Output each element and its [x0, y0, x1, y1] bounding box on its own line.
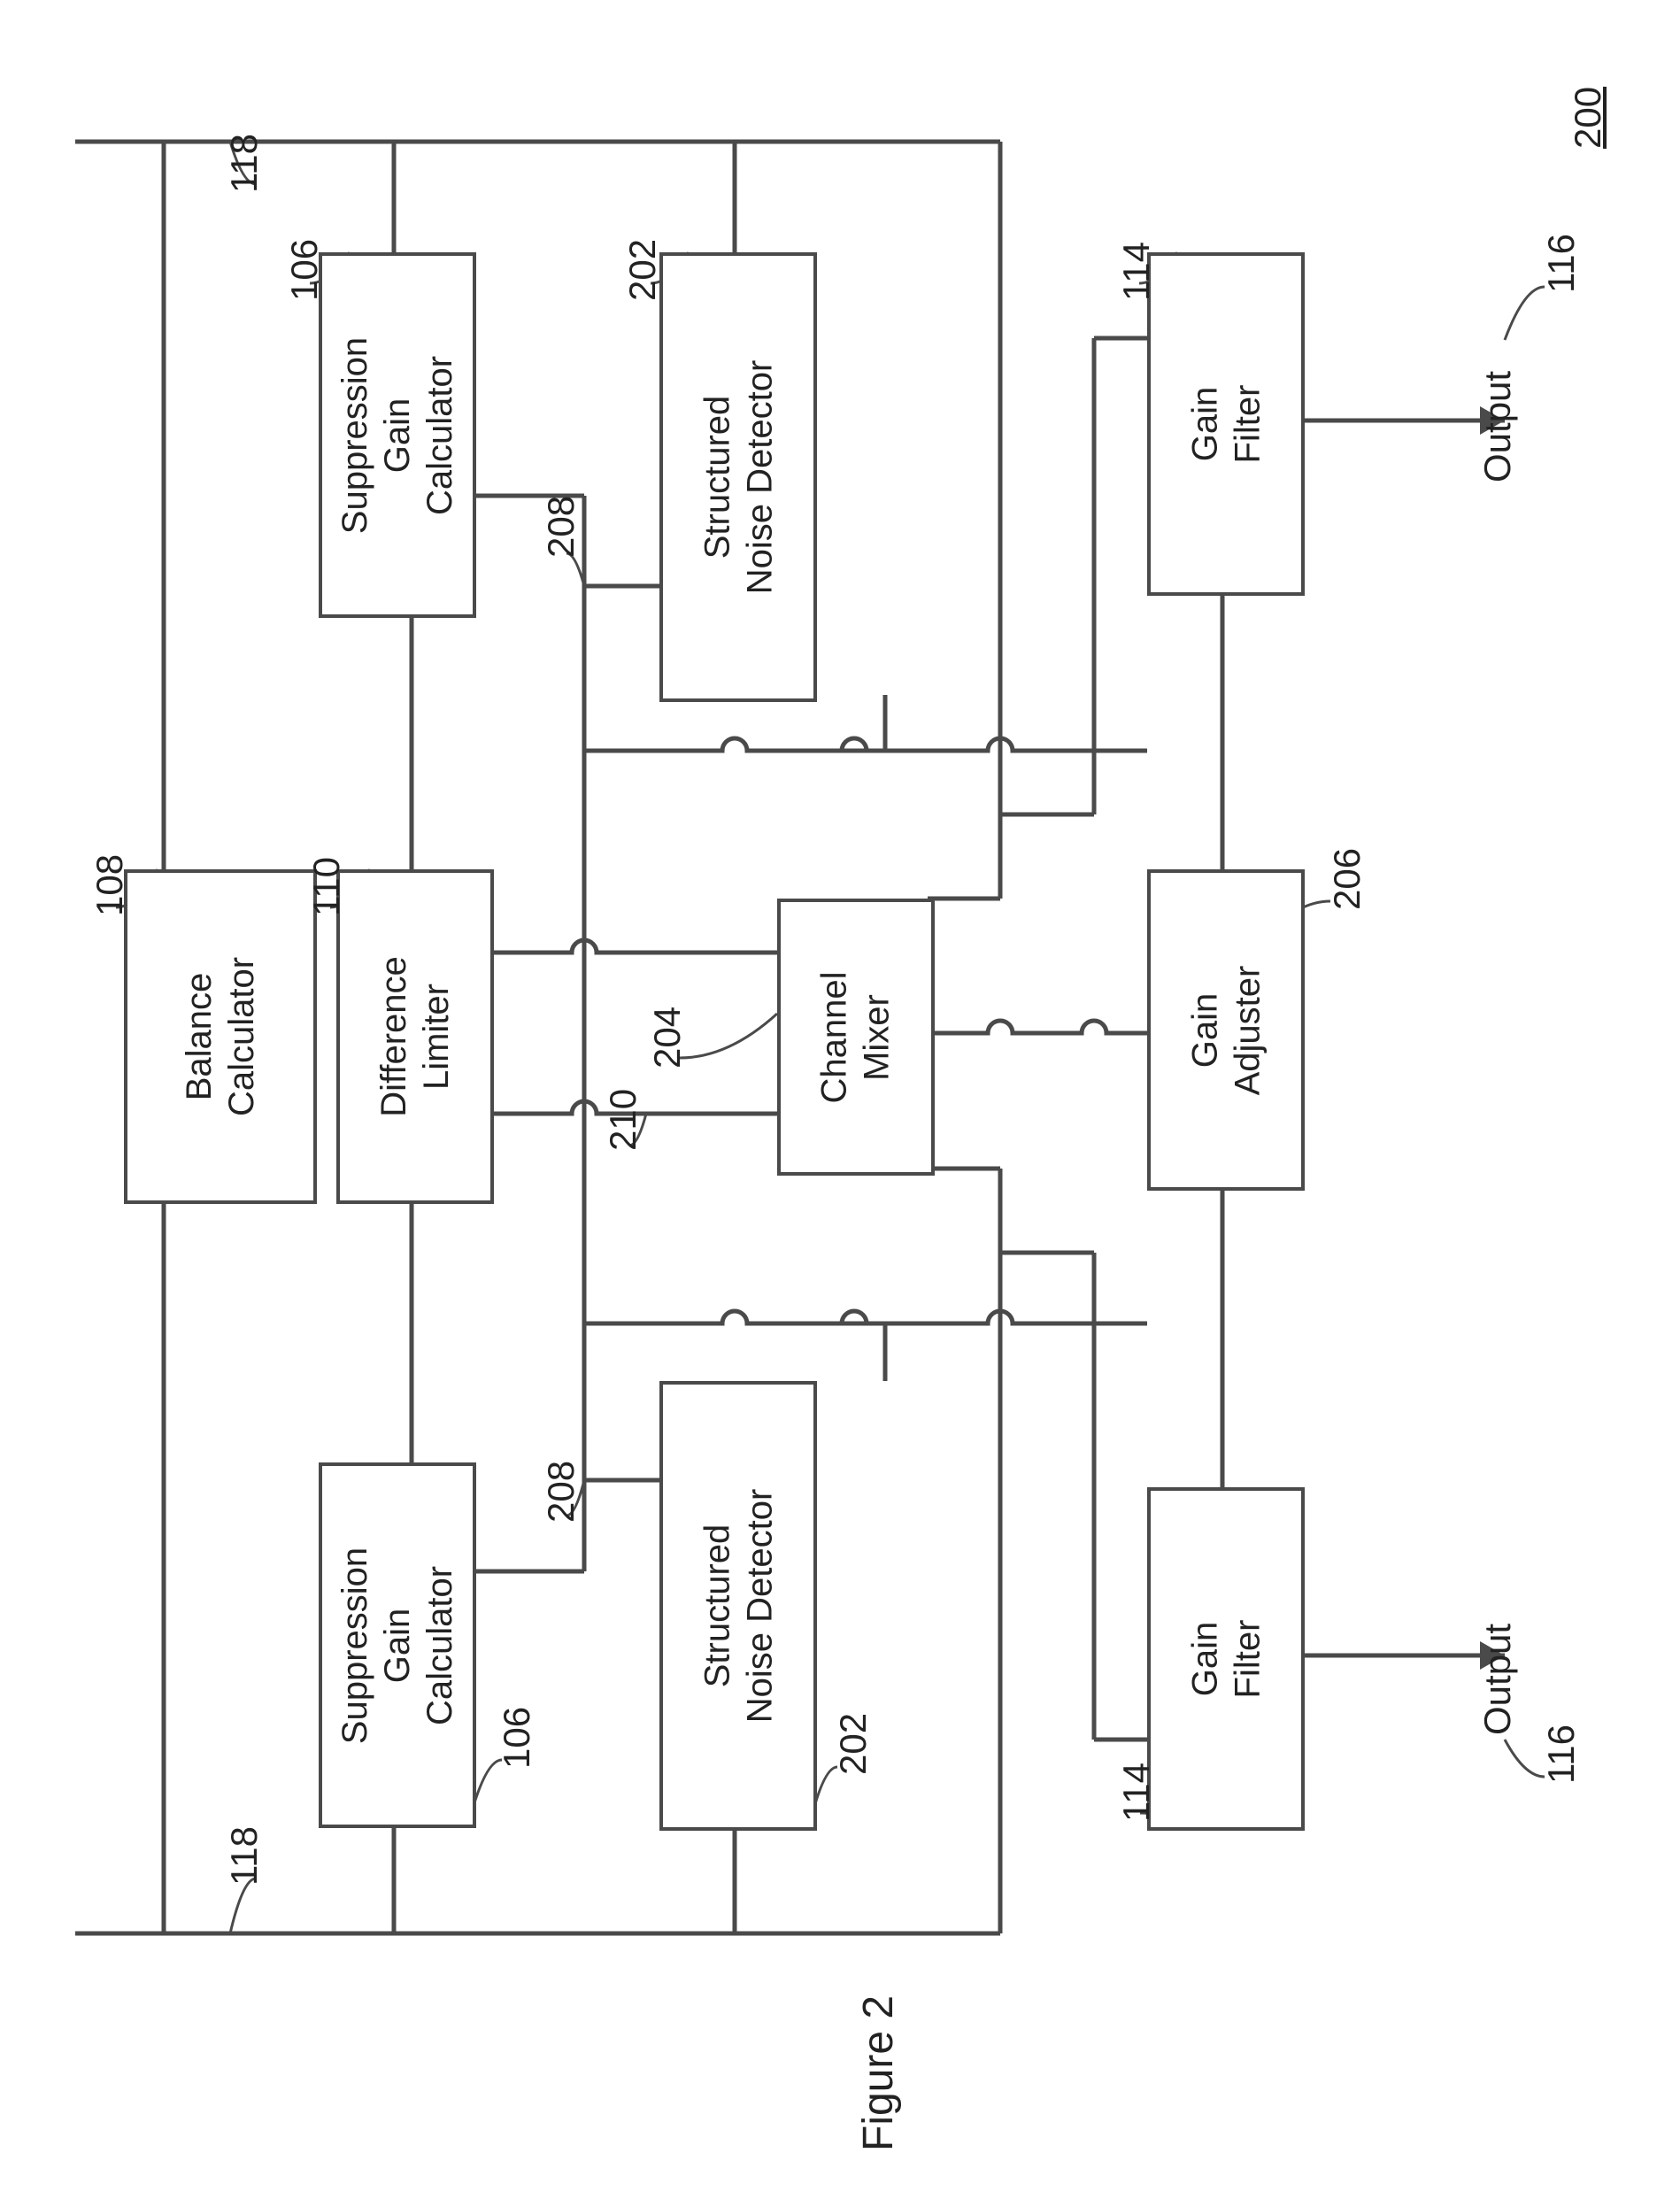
- ref-110-diff_lim: 110: [305, 857, 348, 916]
- label-ref_116b: 116: [1540, 1724, 1583, 1784]
- label-ref_116a: 116: [1540, 234, 1583, 293]
- figure-caption: Figure 2: [854, 1995, 903, 2151]
- block-label: Gain Filter: [1183, 385, 1268, 464]
- label-out_b: Output: [1476, 1624, 1519, 1735]
- label-ref_208b: 208: [540, 1461, 582, 1523]
- ref-108-balance: 108: [89, 854, 131, 916]
- block-label: Structured Noise Detector: [696, 360, 781, 595]
- block-diff_lim: Difference Limiter: [336, 869, 494, 1204]
- ref-114-gf_top: 114: [1115, 242, 1158, 301]
- block-sgc_bot: Suppression Gain Calculator: [319, 1462, 476, 1828]
- block-label: Gain Filter: [1183, 1620, 1268, 1699]
- ref-204-ch_mixer: 204: [646, 1007, 689, 1069]
- ref-114-gf_bot: 114: [1115, 1763, 1158, 1822]
- block-snd_top: Structured Noise Detector: [659, 252, 817, 702]
- label-ref_200: 200: [1567, 87, 1609, 149]
- block-gf_bot: Gain Filter: [1147, 1487, 1305, 1831]
- diagram-canvas: Figure 2 Suppression Gain Calculator106S…: [0, 0, 1680, 2199]
- block-label: Gain Adjuster: [1183, 965, 1268, 1095]
- block-snd_bot: Structured Noise Detector: [659, 1381, 817, 1831]
- block-ch_mixer: Channel Mixer: [777, 899, 935, 1176]
- block-label: Suppression Gain Calculator: [334, 1547, 461, 1743]
- block-balance: Balance Calculator: [124, 869, 317, 1204]
- ref-106-sgc_top: 106: [283, 239, 326, 301]
- block-gain_adj: Gain Adjuster: [1147, 869, 1305, 1191]
- label-ref_118a: 118: [223, 134, 266, 193]
- block-label: Suppression Gain Calculator: [334, 336, 461, 533]
- ref-206-gain_adj: 206: [1326, 848, 1368, 910]
- block-label: Structured Noise Detector: [696, 1489, 781, 1724]
- block-label: Channel Mixer: [813, 971, 898, 1103]
- block-label: Difference Limiter: [373, 956, 458, 1117]
- label-ref_118b: 118: [223, 1826, 266, 1886]
- label-ref_208a: 208: [540, 496, 582, 558]
- block-sgc_top: Suppression Gain Calculator: [319, 252, 476, 618]
- block-label: Balance Calculator: [178, 957, 263, 1116]
- ref-202-snd_bot: 202: [832, 1713, 875, 1775]
- ref-202-snd_top: 202: [621, 239, 664, 301]
- label-out_a: Output: [1476, 371, 1519, 482]
- label-ref_210: 210: [602, 1089, 644, 1151]
- ref-106-sgc_bot: 106: [496, 1707, 538, 1769]
- block-gf_top: Gain Filter: [1147, 252, 1305, 596]
